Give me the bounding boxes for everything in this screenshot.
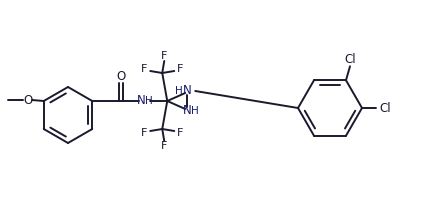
Text: F: F (141, 64, 147, 74)
Text: F: F (161, 51, 168, 61)
Text: F: F (177, 128, 184, 138)
Text: F: F (141, 128, 147, 138)
Text: N: N (183, 85, 192, 97)
Text: O: O (23, 94, 33, 106)
Text: Cl: Cl (379, 101, 391, 115)
Text: H: H (175, 86, 183, 96)
Text: O: O (116, 69, 125, 83)
Text: F: F (177, 64, 184, 74)
Text: N: N (137, 95, 146, 108)
Text: N: N (183, 104, 192, 118)
Text: F: F (161, 141, 168, 151)
Text: H: H (146, 96, 153, 106)
Text: H: H (191, 106, 199, 116)
Text: Cl: Cl (344, 53, 356, 66)
